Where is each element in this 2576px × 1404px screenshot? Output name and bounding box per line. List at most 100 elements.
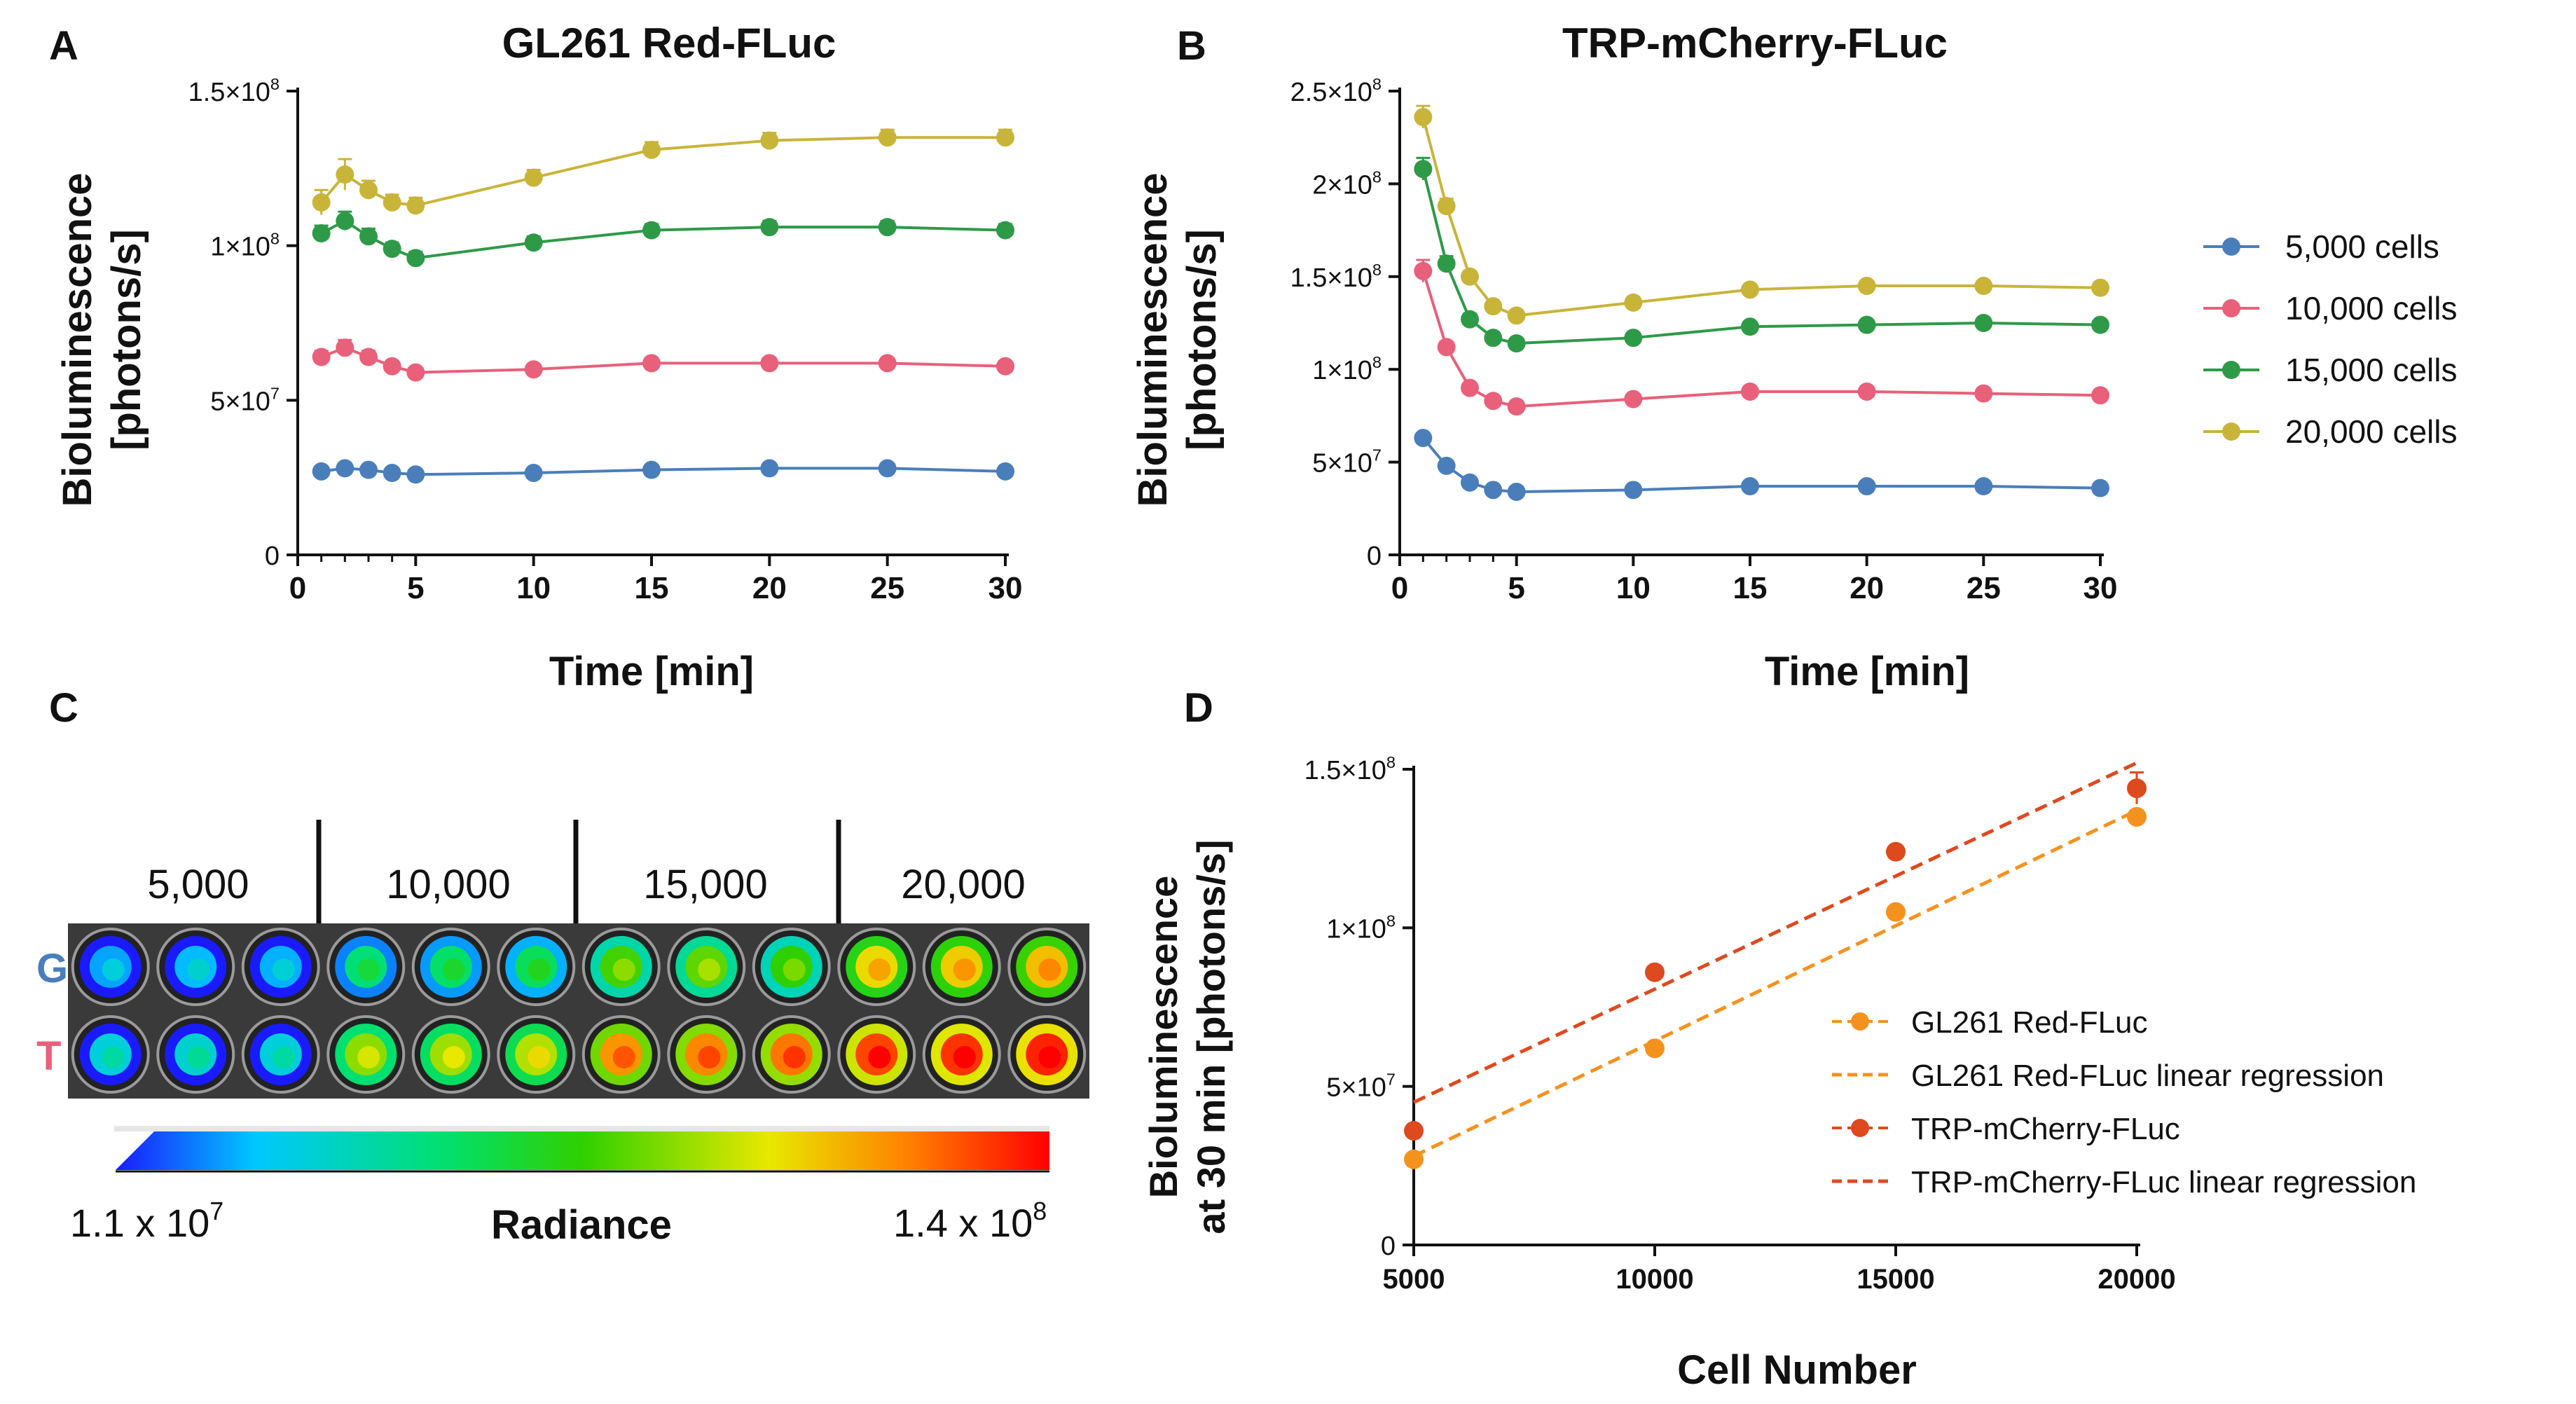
data-point bbox=[1414, 261, 1433, 280]
legend-label: 15,000 cells bbox=[2285, 352, 2458, 388]
x-tick-label: 5000 bbox=[1383, 1264, 1445, 1295]
data-point bbox=[406, 196, 425, 215]
data-point bbox=[1974, 384, 1993, 403]
well-signal-core bbox=[698, 1046, 721, 1068]
data-point bbox=[878, 128, 897, 147]
data-point bbox=[642, 354, 661, 373]
data-point bbox=[1624, 481, 1643, 500]
legend-time-series: 5,000 cells 10,000 cells 15,000 cells 20,00… bbox=[2203, 228, 2458, 450]
data-point bbox=[878, 354, 897, 373]
data-point bbox=[312, 347, 331, 366]
data-point bbox=[383, 464, 401, 483]
series-line bbox=[1421, 168, 2101, 345]
data-point bbox=[1974, 477, 1993, 496]
x-tick-label: 10 bbox=[516, 571, 551, 605]
data-point bbox=[383, 240, 401, 259]
y-tick-label: 0 bbox=[1381, 1232, 1396, 1261]
data-point bbox=[1461, 267, 1479, 286]
chart-d: Bioluminescence at 30 min [photons/s] Ce… bbox=[1141, 753, 2416, 1393]
data-point bbox=[996, 221, 1014, 240]
well-signal-core bbox=[783, 1046, 806, 1068]
y-tick-label: 5×107 bbox=[1326, 1071, 1396, 1103]
legend-marker bbox=[1851, 1119, 1869, 1137]
chart-b-ylabel-line2: [photons/s] bbox=[1179, 229, 1225, 450]
series-line bbox=[320, 136, 1005, 207]
group-label: 20,000 bbox=[901, 862, 1025, 907]
x-tick-label: 5 bbox=[1508, 571, 1524, 605]
data-point bbox=[1461, 310, 1479, 329]
legend-marker bbox=[2222, 238, 2240, 256]
data-point bbox=[1974, 277, 1993, 296]
data-point bbox=[1886, 902, 1906, 922]
data-point bbox=[336, 212, 354, 230]
data-point bbox=[1624, 390, 1643, 408]
well-signal-core bbox=[528, 958, 551, 981]
colorbar-min-label: 1.1 x 107 bbox=[70, 1197, 223, 1245]
data-point bbox=[1857, 477, 1876, 496]
data-point bbox=[524, 360, 543, 379]
legend-label: 5,000 cells bbox=[2285, 228, 2439, 265]
data-point bbox=[642, 460, 661, 479]
data-point bbox=[359, 460, 378, 479]
legend-marker bbox=[1851, 1012, 1869, 1031]
data-point bbox=[1741, 477, 1759, 496]
chart-d-ylabel-line2: at 30 min [photons/s] bbox=[1189, 839, 1233, 1234]
x-tick-label: 30 bbox=[989, 571, 1023, 605]
well-signal-core bbox=[528, 1046, 551, 1068]
data-point bbox=[642, 221, 661, 240]
data-point bbox=[312, 224, 331, 243]
legend-label: GL261 Red-FLuc linear regression bbox=[1911, 1059, 2384, 1093]
chart-b-xlabel: Time [min] bbox=[1765, 649, 1969, 694]
colorbar-max-label: 1.4 x 108 bbox=[893, 1197, 1047, 1245]
data-point bbox=[1507, 334, 1526, 353]
data-point bbox=[2127, 778, 2147, 799]
data-point bbox=[359, 347, 378, 366]
data-point bbox=[1645, 1038, 1665, 1059]
y-tick-label: 2.5×108 bbox=[1290, 75, 1382, 107]
well-signal-core bbox=[868, 958, 891, 981]
regression-line bbox=[1412, 761, 2138, 1104]
x-tick-label: 15 bbox=[1733, 571, 1768, 605]
well-signal-core bbox=[868, 1046, 891, 1068]
data-point bbox=[1974, 314, 1993, 332]
data-point bbox=[312, 462, 331, 481]
group-label: 10,000 bbox=[386, 862, 510, 907]
panel-letter-a: A bbox=[49, 23, 78, 69]
well-signal-core bbox=[612, 958, 635, 981]
y-tick-label: 5×107 bbox=[210, 384, 280, 416]
chart-d-ylabel-line1: Bioluminescence bbox=[1141, 876, 1185, 1199]
group-label: 5,000 bbox=[147, 862, 249, 907]
colorbar-title: Radiance bbox=[491, 1202, 672, 1248]
well-signal-core bbox=[612, 1046, 635, 1068]
data-point bbox=[359, 227, 378, 246]
panel-letter-d: D bbox=[1184, 685, 1213, 731]
well-signal-core bbox=[953, 958, 976, 981]
well-signal-core bbox=[953, 1046, 976, 1068]
x-tick-label: 30 bbox=[2083, 571, 2118, 605]
well-signal-core bbox=[783, 958, 806, 981]
data-point bbox=[406, 363, 425, 382]
well-signal-core bbox=[272, 958, 295, 981]
data-point bbox=[1414, 160, 1433, 179]
chart-d-xlabel: Cell Number bbox=[1677, 1347, 1917, 1393]
series-line bbox=[1421, 116, 2101, 317]
data-point bbox=[1404, 1149, 1424, 1169]
well-signal-core bbox=[187, 1046, 210, 1068]
x-tick-label: 20000 bbox=[2098, 1264, 2175, 1295]
row-label: T bbox=[36, 1033, 61, 1079]
data-point bbox=[336, 165, 354, 184]
data-point bbox=[524, 464, 543, 483]
data-point bbox=[524, 233, 543, 252]
series-line bbox=[320, 346, 1006, 374]
colorbar bbox=[116, 1131, 1049, 1170]
x-tick-label: 20 bbox=[1850, 571, 1884, 605]
panel-letter-b: B bbox=[1177, 23, 1206, 69]
data-point bbox=[1741, 317, 1759, 336]
data-point bbox=[1624, 329, 1643, 347]
well-signal-core bbox=[187, 958, 210, 981]
chart-a: GL261 Red-FLuc Bioluminescence [photons/… bbox=[55, 20, 1022, 694]
row-label: G bbox=[36, 946, 68, 991]
x-tick-label: 25 bbox=[1967, 571, 2001, 605]
data-point bbox=[1437, 456, 1456, 475]
data-point bbox=[1645, 962, 1665, 982]
